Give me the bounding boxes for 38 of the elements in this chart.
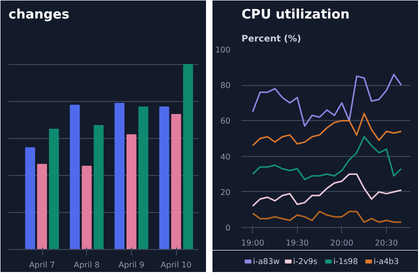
bar: [159, 106, 170, 250]
chart-title: CPU utilization: [242, 8, 350, 22]
x-tick-label: 20:30: [374, 238, 398, 248]
legend-label: i-a4b3: [374, 257, 399, 266]
bar: [25, 147, 36, 250]
line-series: [252, 210, 402, 223]
y-tick-label: 20: [220, 188, 231, 197]
y-tick-label: 60: [220, 116, 231, 126]
y-axis-title: Percent (%): [242, 34, 302, 44]
bar: [171, 114, 182, 250]
line-series: [252, 173, 402, 207]
bar: [138, 106, 148, 250]
x-tick-label: 19:30: [286, 238, 309, 248]
x-tick-label: 19:00: [241, 238, 264, 248]
bar: [37, 164, 47, 250]
bar: [114, 102, 124, 250]
chart-title: changes: [8, 8, 70, 22]
x-tick-label: April 9: [118, 260, 144, 270]
x-tick-label: April 10: [160, 260, 192, 270]
line-series: [252, 136, 402, 180]
bar: [126, 134, 136, 250]
bar: [183, 64, 194, 250]
bar: [82, 166, 92, 250]
bar: [70, 104, 80, 250]
bar: [94, 125, 104, 250]
legend-label: i-2v9s: [293, 257, 318, 266]
x-tick-label: April 8: [74, 260, 100, 270]
y-tick-label: 80: [220, 81, 231, 90]
x-tick-label: 20:00: [330, 238, 354, 248]
x-tick-label: April 7: [29, 260, 55, 270]
legend-label: i-1s98: [333, 257, 358, 266]
line-series: [252, 74, 402, 127]
legend-label: i-a83w: [252, 257, 280, 266]
y-tick-label: 40: [220, 152, 231, 162]
y-tick-label: 0: [225, 224, 231, 232]
bar: [48, 128, 59, 250]
line-series: [252, 112, 402, 146]
y-tick-label: 100: [215, 46, 231, 54]
